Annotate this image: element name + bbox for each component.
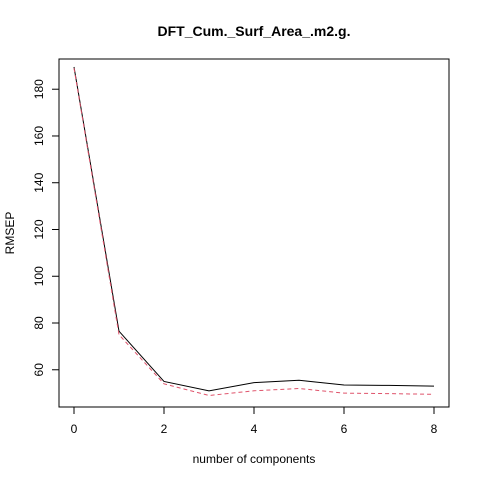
y-tick-label: 180 xyxy=(32,79,46,99)
plot-frame xyxy=(58,58,450,408)
y-tick-label: 160 xyxy=(32,126,46,146)
x-tick-label: 6 xyxy=(341,422,348,436)
y-tick-label: 120 xyxy=(32,219,46,239)
y-axis: 60 80 100 120 140 160 180 xyxy=(32,79,59,377)
y-tick-label: 60 xyxy=(32,363,46,377)
series-line-1 xyxy=(73,66,435,392)
y-tick-label: 140 xyxy=(32,172,46,192)
x-axis: 0 2 4 6 8 xyxy=(71,407,438,436)
x-tick-label: 2 xyxy=(161,422,168,436)
x-tick-label: 8 xyxy=(431,422,438,436)
x-tick-label: 4 xyxy=(251,422,258,436)
y-tick-label: 80 xyxy=(32,316,46,330)
x-axis-label: number of components xyxy=(193,452,316,466)
series-line-2 xyxy=(73,68,435,396)
y-tick-label: 100 xyxy=(32,266,46,286)
x-tick-label: 0 xyxy=(71,422,78,436)
chart-title: DFT_Cum._Surf_Area_.m2.g. xyxy=(158,23,351,39)
y-axis-label: RMSEP xyxy=(3,212,17,255)
series-layer xyxy=(73,66,435,396)
